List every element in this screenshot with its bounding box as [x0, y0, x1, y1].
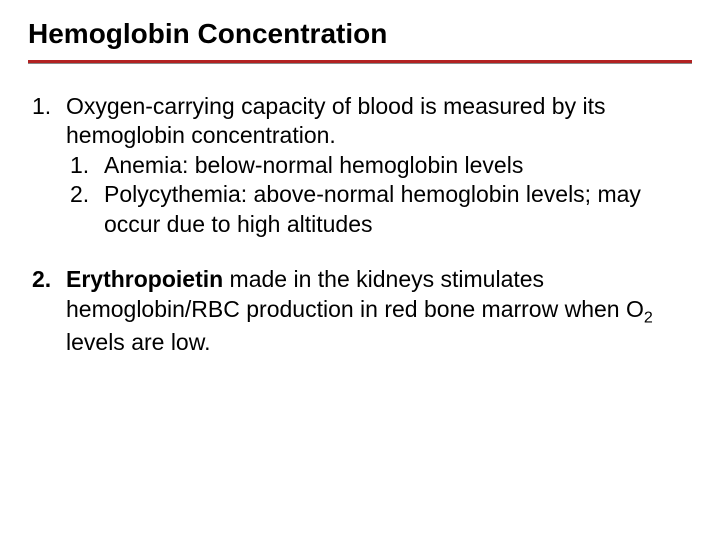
- slide-title: Hemoglobin Concentration: [28, 18, 692, 50]
- list-item: 2. Erythropoietin made in the kidneys st…: [28, 265, 692, 357]
- slide-content: 1. Oxygen-carrying capacity of blood is …: [28, 92, 692, 357]
- list-item: 2. Polycythemia: above-normal hemoglobin…: [66, 180, 692, 239]
- inner-list: 1. Anemia: below-normal hemoglobin level…: [66, 151, 692, 239]
- item-body: Oxygen-carrying capacity of blood is mea…: [66, 92, 692, 239]
- list-item: 1. Oxygen-carrying capacity of blood is …: [28, 92, 692, 239]
- list-item: 1. Anemia: below-normal hemoglobin level…: [66, 151, 692, 180]
- item-text: Oxygen-carrying capacity of blood is mea…: [66, 93, 605, 148]
- slide: Hemoglobin Concentration 1. Oxygen-carry…: [0, 0, 720, 540]
- rule-gray-line: [28, 63, 692, 64]
- item-number: 1.: [28, 92, 66, 239]
- horizontal-rule: [28, 60, 692, 64]
- subscript: 2: [644, 308, 653, 326]
- outer-list: 1. Oxygen-carrying capacity of blood is …: [28, 92, 692, 357]
- item-text: Polycythemia: above-normal hemoglobin le…: [104, 180, 692, 239]
- item-number: 2.: [66, 180, 104, 239]
- item-text: Anemia: below-normal hemoglobin levels: [104, 151, 692, 180]
- item-body: Erythropoietin made in the kidneys stimu…: [66, 265, 692, 357]
- item-bold-prefix: Erythropoietin: [66, 266, 223, 292]
- item-number: 2.: [28, 265, 66, 357]
- item-number: 1.: [66, 151, 104, 180]
- item-text-post-sub: levels are low.: [66, 329, 210, 355]
